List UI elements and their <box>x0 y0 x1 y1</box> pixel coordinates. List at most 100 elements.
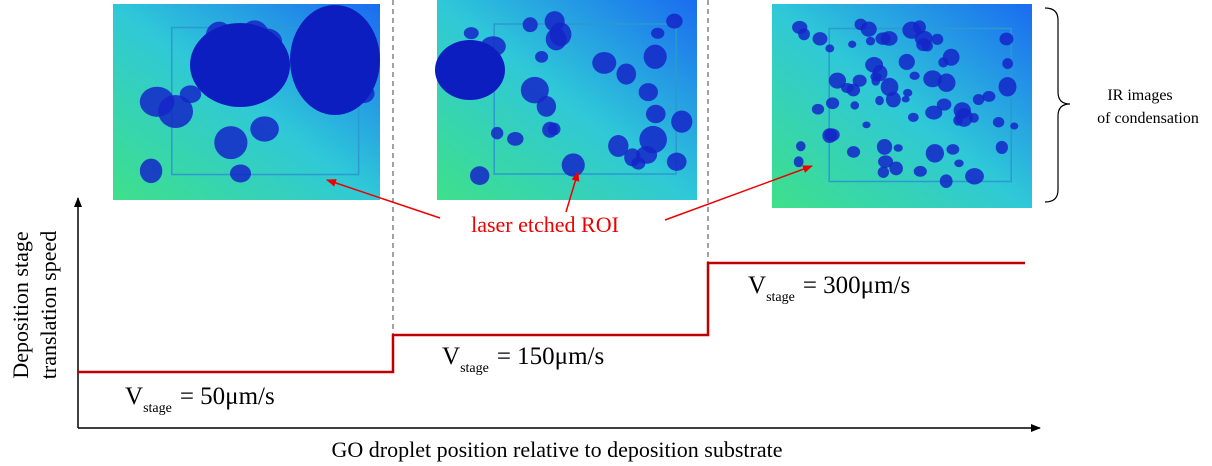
droplet <box>491 127 503 140</box>
droplet <box>931 34 943 45</box>
droplet <box>872 65 887 81</box>
droplet <box>848 41 856 48</box>
droplet <box>899 54 915 70</box>
value: = 150μm/s <box>497 343 604 370</box>
droplet <box>822 128 837 143</box>
droplet <box>916 38 930 51</box>
droplet <box>903 89 912 97</box>
droplet <box>965 168 984 184</box>
ir-image <box>772 4 1032 208</box>
droplet <box>910 72 920 80</box>
droplet <box>894 144 903 152</box>
droplet <box>250 116 279 141</box>
droplet <box>812 104 824 115</box>
droplet <box>943 49 960 66</box>
droplet <box>535 51 548 63</box>
symbol: V <box>125 383 143 410</box>
droplet <box>881 78 899 96</box>
droplet <box>644 45 667 69</box>
droplet <box>876 32 891 44</box>
droplet <box>982 91 995 102</box>
droplet <box>954 159 963 167</box>
droplet <box>592 52 616 74</box>
droplet <box>973 94 984 105</box>
droplet <box>913 20 926 33</box>
droplet <box>946 144 959 155</box>
y-axis-label: Deposition stage <box>8 231 33 378</box>
droplet <box>537 96 556 117</box>
droplet <box>877 139 892 155</box>
value: = 50μm/s <box>180 383 275 410</box>
droplet <box>969 113 979 123</box>
droplet <box>464 27 479 39</box>
symbol: V <box>442 343 460 370</box>
subscript: stage <box>766 290 795 305</box>
droplet <box>1010 122 1018 129</box>
droplet <box>861 21 877 36</box>
droplet <box>993 117 1004 127</box>
droplet <box>180 85 201 103</box>
speed-label: Vstage = 150μm/s <box>442 343 604 376</box>
droplet <box>666 14 682 29</box>
droplet <box>926 144 944 163</box>
droplet <box>878 155 893 168</box>
droplet <box>671 111 692 133</box>
droplet <box>608 135 628 157</box>
droplet <box>290 5 380 115</box>
diagram: IR images of condensation Deposition sta… <box>0 0 1212 466</box>
droplet <box>938 74 956 92</box>
droplet <box>940 174 953 188</box>
droplet <box>639 83 658 101</box>
annotation: laser etched ROI <box>471 212 619 237</box>
droplet <box>794 156 804 167</box>
droplet <box>866 37 875 46</box>
droplet <box>562 153 585 176</box>
speed-label: Vstage = 300μm/s <box>748 272 910 305</box>
brace-label: IR images <box>1107 87 1172 104</box>
droplet <box>546 28 567 50</box>
symbol: V <box>748 272 766 299</box>
droplet <box>792 21 807 34</box>
droplet <box>878 167 889 178</box>
droplet <box>875 96 884 105</box>
droplet <box>470 166 489 185</box>
droplet <box>667 153 687 171</box>
droplet <box>902 96 910 102</box>
droplet <box>646 105 666 123</box>
droplet <box>999 33 1013 46</box>
droplet <box>825 44 834 52</box>
droplet <box>847 146 860 158</box>
speed-label: Vstage = 50μm/s <box>125 383 275 416</box>
y-axis-label: translation speed <box>36 231 61 379</box>
droplet <box>850 101 859 109</box>
droplet <box>826 97 839 109</box>
droplet <box>214 126 247 159</box>
droplet <box>523 17 538 32</box>
droplet <box>507 132 523 146</box>
x-axis-label: GO droplet position relative to depositi… <box>332 437 783 462</box>
subscript: stage <box>460 361 489 376</box>
brace-label: of condensation <box>1097 110 1199 127</box>
value: = 300μm/s <box>803 272 910 299</box>
droplet <box>616 63 636 84</box>
subscript: stage <box>143 401 172 416</box>
droplet <box>636 146 657 164</box>
droplet <box>651 28 664 39</box>
droplet <box>1002 58 1013 69</box>
droplet <box>190 23 290 107</box>
droplet <box>140 159 162 183</box>
brace <box>1045 8 1070 202</box>
droplet <box>862 121 870 128</box>
droplet <box>435 40 505 100</box>
droplet <box>908 113 919 122</box>
droplet <box>853 75 867 87</box>
droplet <box>999 77 1017 96</box>
droplet <box>542 122 558 138</box>
droplet <box>813 32 828 45</box>
droplet <box>230 164 251 182</box>
droplet <box>914 166 927 177</box>
droplet <box>996 141 1008 154</box>
droplet <box>796 141 805 151</box>
ir-images <box>113 0 1032 208</box>
droplet <box>841 83 854 93</box>
